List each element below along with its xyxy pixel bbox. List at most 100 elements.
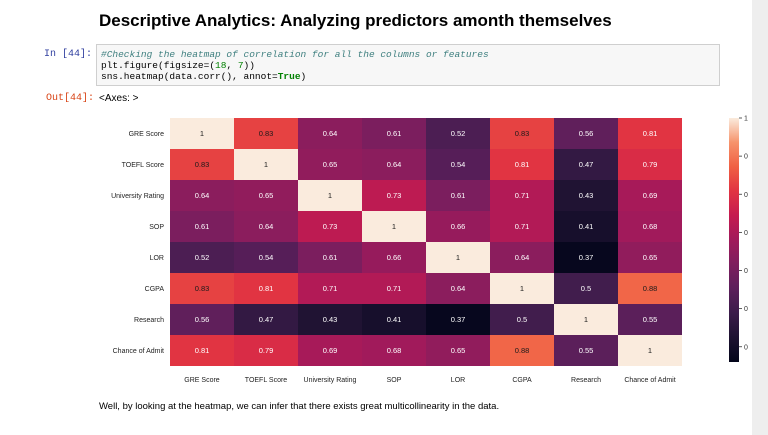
colorbar-tick-label: 1.0 <box>744 116 748 123</box>
row-label: LOR <box>150 255 164 262</box>
heatmap-cell <box>554 118 618 149</box>
code-close-paren: )) <box>243 60 255 71</box>
heatmap-cell <box>490 180 554 211</box>
cell-annotation: 0.64 <box>387 160 402 169</box>
cell-annotation: 1 <box>328 191 332 200</box>
cell-annotation: 0.65 <box>451 346 466 355</box>
heatmap-cell <box>426 180 490 211</box>
cell-annotation: 0.71 <box>323 284 338 293</box>
heatmap-cell <box>554 149 618 180</box>
heatmap-cell <box>298 273 362 304</box>
code-heatmap-close: ) <box>300 71 307 82</box>
heatmap-cell <box>362 273 426 304</box>
cell-annotation: 0.81 <box>195 346 210 355</box>
heatmap-cell <box>618 149 682 180</box>
cell-annotation: 0.71 <box>515 191 530 200</box>
heatmap-cell <box>362 211 426 242</box>
cell-annotation: 0.73 <box>323 222 338 231</box>
cell-annotation: 0.43 <box>579 191 594 200</box>
heatmap-cell <box>426 273 490 304</box>
cell-annotation: 0.83 <box>515 129 530 138</box>
heatmap-cell <box>426 211 490 242</box>
heatmap-cell <box>234 273 298 304</box>
heatmap-cell <box>170 335 234 366</box>
code-cell[interactable]: #Checking the heatmap of correlation for… <box>96 44 720 86</box>
colorbar-tick-label: 0.6 <box>744 268 748 275</box>
heatmap-cell <box>426 149 490 180</box>
cell-annotation: 0.52 <box>451 129 466 138</box>
heatmap-cell <box>554 304 618 335</box>
heatmap-cell <box>298 242 362 273</box>
cell-annotation: 0.69 <box>643 191 658 200</box>
row-label: Chance of Admit <box>113 348 164 355</box>
heatmap-cell <box>170 242 234 273</box>
cell-annotation: 0.88 <box>643 284 658 293</box>
cell-annotation: 0.64 <box>515 253 530 262</box>
cell-annotation: 0.54 <box>451 160 466 169</box>
cell-annotation: 0.37 <box>579 253 594 262</box>
cell-annotation: 0.41 <box>579 222 594 231</box>
cell-annotation: 0.68 <box>643 222 658 231</box>
cell-annotation: 1 <box>584 315 588 324</box>
code-number-width: 18 <box>215 60 227 71</box>
heatmap-cells: 1 0.83 0.64 0.61 0.52 0.83 0.56 0.81 0.83 1 0.65 0.… <box>170 118 682 366</box>
column-label: CGPA <box>512 377 532 384</box>
cell-annotation: 1 <box>520 284 524 293</box>
code-figure-call: plt.figure(figsize=( <box>101 60 216 71</box>
heatmap-cell <box>554 273 618 304</box>
column-label: LOR <box>451 377 465 384</box>
heatmap-cell <box>490 118 554 149</box>
cell-annotation: 1 <box>392 222 396 231</box>
cell-annotation: 0.81 <box>515 160 530 169</box>
cell-annotation: 1 <box>200 129 204 138</box>
heatmap-cell <box>170 118 234 149</box>
output-repr: <Axes: > <box>99 93 139 104</box>
cell-annotation: 0.5 <box>581 284 591 293</box>
cell-annotation: 0.47 <box>259 315 274 324</box>
heatmap-cell <box>426 335 490 366</box>
heatmap-cell <box>490 273 554 304</box>
cell-annotation: 0.83 <box>195 160 210 169</box>
row-label: University Rating <box>111 193 164 200</box>
heatmap-cell <box>426 242 490 273</box>
cell-annotation: 0.55 <box>643 315 658 324</box>
heatmap-cell <box>298 180 362 211</box>
input-prompt: In [44]: <box>44 49 93 60</box>
heatmap-cell <box>554 180 618 211</box>
colorbar-tick-label: 0.5 <box>744 306 748 313</box>
page-scrollbar[interactable] <box>753 0 768 435</box>
cell-annotation: 0.65 <box>643 253 658 262</box>
cell-annotation: 0.55 <box>579 346 594 355</box>
heatmap-cell <box>170 149 234 180</box>
cell-annotation: 0.81 <box>259 284 274 293</box>
column-label: SOP <box>387 377 402 384</box>
cell-annotation: 1 <box>264 160 268 169</box>
cell-annotation: 0.83 <box>195 284 210 293</box>
cell-annotation: 0.66 <box>387 253 402 262</box>
colorbar-tick-label: 0.4 <box>744 344 748 351</box>
heatmap-cell <box>298 149 362 180</box>
heatmap-cell <box>298 118 362 149</box>
code-comment: #Checking the heatmap of correlation for… <box>101 49 489 60</box>
cell-annotation: 0.64 <box>259 222 274 231</box>
heatmap-cell <box>490 211 554 242</box>
cell-annotation: 0.81 <box>643 129 658 138</box>
heatmap-column-labels: GRE Score TOEFL Score University Rating SOP… <box>184 377 675 384</box>
cell-annotation: 0.79 <box>643 160 658 169</box>
heatmap-cell <box>362 242 426 273</box>
cell-annotation: 0.52 <box>195 253 210 262</box>
heatmap-cell <box>362 149 426 180</box>
heatmap-cell <box>170 211 234 242</box>
cell-annotation: 0.83 <box>259 129 274 138</box>
heatmap-cell <box>554 335 618 366</box>
heatmap-cell <box>490 304 554 335</box>
heatmap-cell <box>490 242 554 273</box>
heatmap-cell <box>234 149 298 180</box>
cell-annotation: 0.88 <box>515 346 530 355</box>
code-number-height: 7 <box>237 60 244 71</box>
heatmap-cell <box>618 118 682 149</box>
cell-annotation: 0.47 <box>579 160 594 169</box>
heatmap-cell <box>362 180 426 211</box>
row-label: CGPA <box>145 286 165 293</box>
cell-annotation: 0.56 <box>195 315 210 324</box>
